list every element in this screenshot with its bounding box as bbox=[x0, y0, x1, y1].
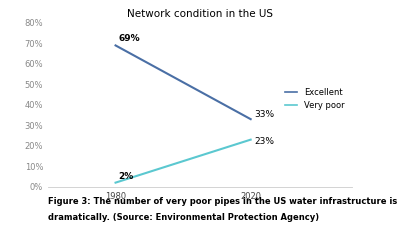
Text: 23%: 23% bbox=[254, 137, 274, 146]
Title: Network condition in the US: Network condition in the US bbox=[127, 9, 273, 19]
Text: 2%: 2% bbox=[118, 172, 134, 180]
Text: Figure 3: The number of very poor pipes in the US water infrastructure is projec: Figure 3: The number of very poor pipes … bbox=[48, 196, 400, 206]
Legend: Excellent, Very poor: Excellent, Very poor bbox=[281, 85, 348, 113]
Text: 69%: 69% bbox=[118, 34, 140, 43]
Text: 33%: 33% bbox=[254, 110, 274, 119]
Text: dramatically. (Source: Environmental Protection Agency): dramatically. (Source: Environmental Pro… bbox=[48, 213, 319, 222]
